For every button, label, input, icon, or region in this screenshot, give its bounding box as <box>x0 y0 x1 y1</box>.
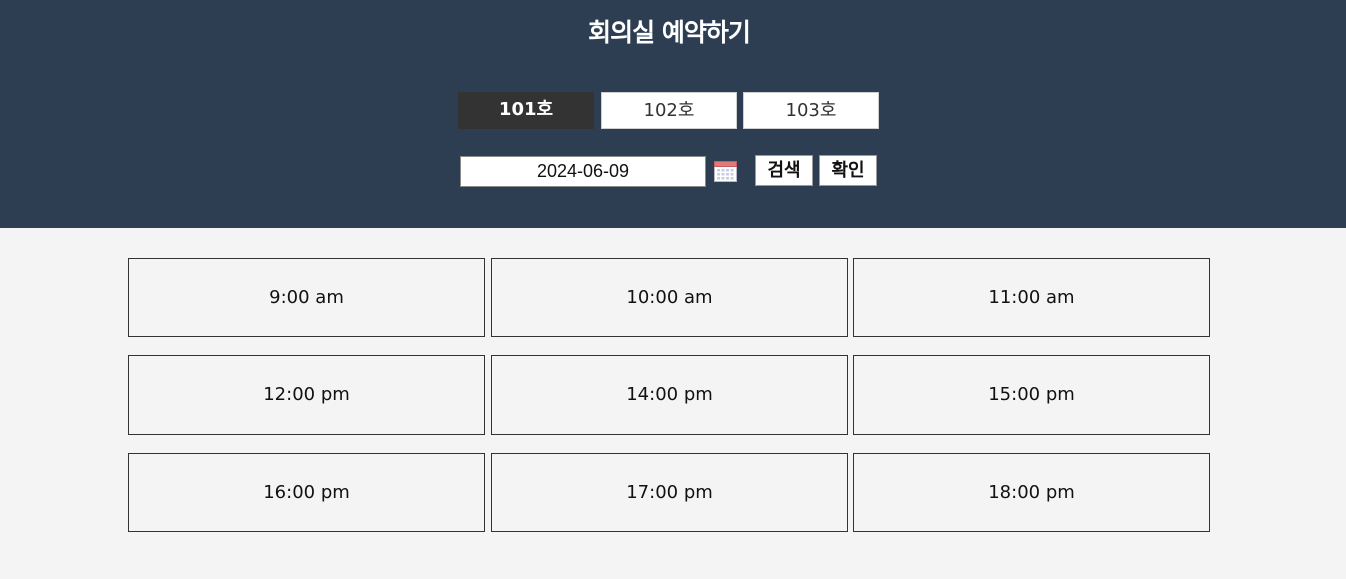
calendar-icon[interactable] <box>714 160 737 182</box>
search-button[interactable]: 검색 <box>755 155 813 186</box>
time-slot-1400[interactable]: 14:00 pm <box>491 355 848 435</box>
time-slot-1500[interactable]: 15:00 pm <box>853 355 1210 435</box>
tab-room-103[interactable]: 103호 <box>743 92 879 129</box>
tab-room-102[interactable]: 102호 <box>601 92 737 129</box>
tab-room-101[interactable]: 101호 <box>458 92 594 129</box>
time-slot-1800[interactable]: 18:00 pm <box>853 453 1210 532</box>
page-title: 회의실 예약하기 <box>588 18 751 47</box>
page-header: 회의실 예약하기 101호 102호 103호 검색 확인 <box>0 0 1346 228</box>
time-slot-0900[interactable]: 9:00 am <box>128 258 485 337</box>
time-slot-1100[interactable]: 11:00 am <box>853 258 1210 337</box>
date-input[interactable] <box>460 156 706 187</box>
time-slot-1700[interactable]: 17:00 pm <box>491 453 848 532</box>
time-slot-1200[interactable]: 12:00 pm <box>128 355 485 435</box>
time-slot-1000[interactable]: 10:00 am <box>491 258 848 337</box>
time-slot-1600[interactable]: 16:00 pm <box>128 453 485 532</box>
confirm-button[interactable]: 확인 <box>819 155 877 186</box>
